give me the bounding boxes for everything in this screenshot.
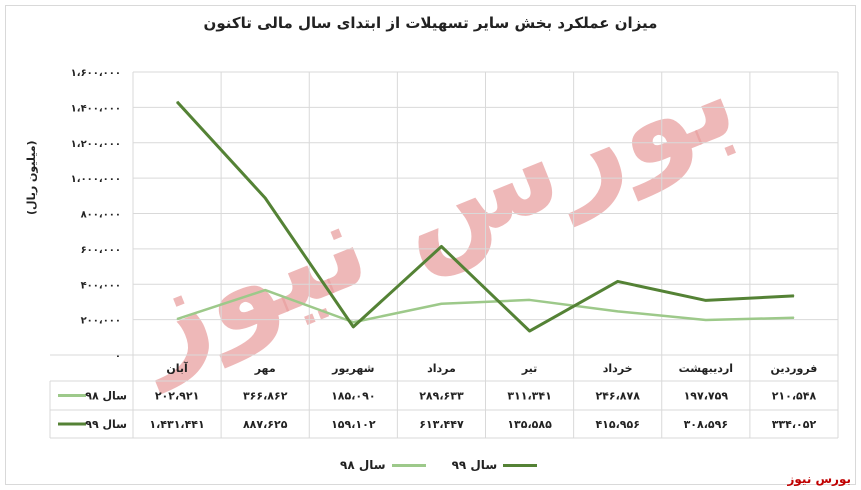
y-tick-label: ۴۰۰،۰۰۰ (81, 280, 121, 291)
data-point (793, 317, 795, 319)
x-category-label: آبان (166, 361, 188, 375)
data-point (440, 303, 442, 305)
legend-swatch-98 (391, 463, 426, 467)
table-value: ۸۸۷،۶۲۵ (243, 418, 288, 431)
chart-title: میزان عملکرد بخش سایر تسهیلات از ابتدای … (203, 14, 658, 32)
y-tick-label: ۶۰۰،۰۰۰ (81, 245, 121, 256)
data-point (617, 310, 619, 312)
data-point (705, 319, 707, 321)
table-value: ۳۳۴،۰۵۲ (772, 418, 817, 431)
data-point (529, 330, 531, 332)
y-tick-label: ۱،۶۰۰،۰۰۰ (71, 68, 121, 79)
series-line-99 (175, 100, 795, 333)
data-point (793, 295, 795, 297)
table-value: ۱۸۵،۰۹۰ (331, 390, 375, 403)
data-point (617, 280, 619, 282)
table-value: ۲۴۶،۸۷۸ (595, 390, 640, 403)
data-point (352, 321, 354, 323)
y-tick-label: ۱،۴۰۰،۰۰۰ (71, 103, 121, 114)
legend: سال ۹۹ سال ۹۸ (340, 458, 538, 472)
table-value: ۲۰۲،۹۲۱ (155, 390, 199, 403)
data-point (264, 197, 266, 199)
table-value: ۳۶۶،۸۶۲ (243, 390, 288, 403)
table-value: ۱،۴۳۱،۴۴۱ (149, 418, 204, 431)
data-point (529, 299, 531, 301)
table-series-label: سال ۹۹ (85, 418, 127, 431)
x-category-label: تیر (521, 362, 537, 375)
data-point (264, 289, 266, 291)
legend-swatch-99 (503, 463, 538, 467)
data-point (176, 101, 178, 103)
table-series-label: سال ۹۸ (85, 390, 127, 403)
x-category-label: فروردین (770, 362, 817, 375)
x-category-label: مرداد (427, 362, 456, 375)
table-value: ۴۱۵،۹۵۶ (595, 418, 639, 431)
y-tick-label: ۸۰۰،۰۰۰ (81, 210, 121, 221)
table-value: ۱۳۵،۵۸۵ (507, 418, 552, 431)
y-tick-label: ۱،۰۰۰،۰۰۰ (71, 174, 121, 185)
y-tick-label: ۲۰۰،۰۰۰ (81, 316, 121, 327)
legend-item-99: سال ۹۹ (452, 458, 538, 472)
data-point (705, 299, 707, 301)
chart-frame (5, 5, 856, 485)
table-value: ۶۱۳،۴۴۷ (419, 418, 464, 431)
table-value: ۲۸۹،۶۳۳ (419, 390, 464, 403)
legend-label-98: سال ۹۸ (340, 458, 386, 472)
table-value: ۳۱۱،۳۴۱ (507, 390, 551, 403)
x-category-label: اردیبهشت (679, 362, 733, 375)
y-tick-label: ۱،۲۰۰،۰۰۰ (71, 139, 121, 150)
data-point (352, 326, 354, 328)
y-tick-label: ۰ (115, 351, 121, 362)
table-value: ۲۱۰،۵۴۸ (772, 390, 817, 403)
legend-label-99: سال ۹۹ (451, 458, 498, 472)
x-category-label: خرداد (603, 362, 633, 375)
series-line-98 (176, 288, 794, 324)
data-point (440, 245, 442, 247)
x-category-label: مهر (254, 362, 276, 375)
source-label: بورس نیوز (787, 472, 851, 486)
table-value: ۳۰۸،۵۹۶ (684, 418, 728, 431)
table-value: ۱۵۹،۱۰۲ (331, 418, 376, 431)
table-value: ۱۹۷،۷۵۹ (684, 390, 729, 403)
x-category-label: شهریور (331, 362, 374, 375)
legend-item-98: سال ۹۸ (340, 458, 426, 472)
watermark: بورس نیوز (108, 25, 754, 394)
data-point (176, 318, 178, 320)
